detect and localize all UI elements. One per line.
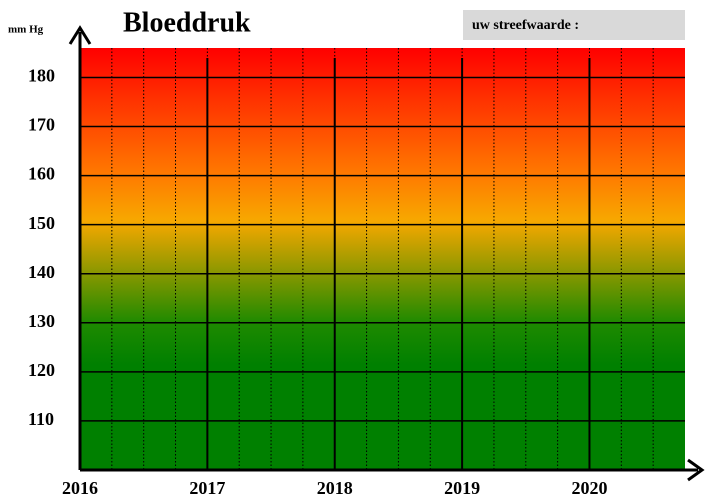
x-tick-label: 2018 bbox=[317, 478, 353, 498]
y-tick-label: 170 bbox=[28, 115, 55, 135]
y-tick-label: 160 bbox=[28, 164, 55, 184]
target-box bbox=[463, 10, 685, 40]
y-tick-label: 150 bbox=[28, 213, 55, 233]
y-axis-arrow bbox=[68, 25, 92, 45]
target-label: uw streefwaarde : bbox=[472, 18, 579, 33]
y-tick-label: 130 bbox=[28, 311, 55, 331]
y-tick-label: 140 bbox=[28, 262, 55, 282]
x-tick-label: 2020 bbox=[571, 478, 607, 498]
x-tick-label: 2019 bbox=[444, 478, 480, 498]
x-tick-label: 2017 bbox=[189, 478, 225, 498]
y-tick-label: 110 bbox=[28, 409, 54, 429]
x-tick-label: 2016 bbox=[62, 478, 98, 498]
y-tick-label: 180 bbox=[28, 66, 55, 86]
y-tick-label: 120 bbox=[28, 360, 55, 380]
x-axis-arrow bbox=[687, 458, 705, 482]
plot-background bbox=[80, 48, 685, 470]
chart-title: Bloeddruk bbox=[123, 7, 251, 38]
y-axis-label: mm Hg bbox=[8, 24, 44, 36]
